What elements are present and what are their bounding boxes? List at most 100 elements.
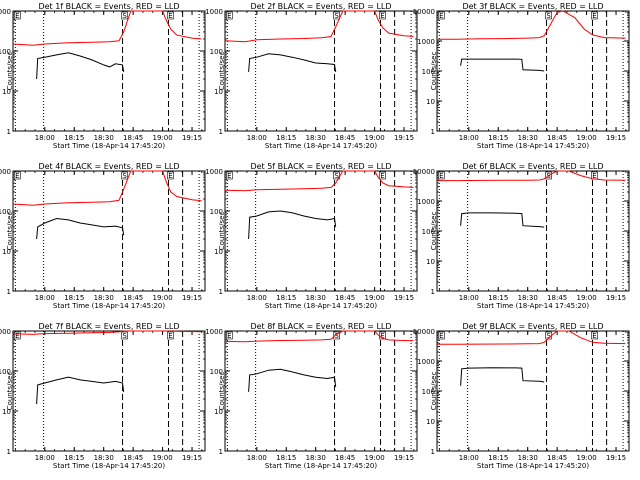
x-axis-label: Start Time (18-Apr-14 17:45:20) [265, 302, 377, 310]
x-tick-label: 18:30 [306, 294, 326, 302]
x-axis-label: Start Time (18-Apr-14 17:45:20) [265, 462, 377, 470]
time-marker-box [14, 331, 21, 340]
x-tick-label: 18:15 [488, 294, 508, 302]
time-marker-label: E [439, 172, 443, 180]
y-tick-label: 10 [426, 418, 435, 426]
chart-title: Det 8f BLACK = Events, RED = LLD [250, 322, 391, 331]
y-axis-label: Counts/sec [430, 52, 438, 91]
x-tick-label: 18:30 [306, 134, 326, 142]
y-tick-label: 100 [210, 368, 223, 376]
x-tick-label: 18:30 [306, 454, 326, 462]
plot-frame [224, 10, 418, 132]
time-marker-label: E [15, 12, 19, 20]
time-marker-box [438, 331, 445, 340]
y-tick-label: 100 [422, 388, 435, 396]
time-marker-box [591, 11, 598, 20]
x-tick-label: 19:00 [153, 134, 173, 142]
lld-series-line [437, 170, 626, 182]
chart-panel: Det 2f BLACK = Events, RED = LLD Counts/s… [205, 2, 418, 150]
lld-series-line [12, 330, 202, 335]
x-axis-label: Start Time (18-Apr-14 17:45:20) [53, 142, 165, 150]
plot-frame [12, 170, 206, 292]
time-marker-label: S [546, 332, 551, 340]
time-marker-label: S [122, 12, 127, 20]
time-marker-box [167, 11, 174, 20]
y-tick-label: 1000 [417, 358, 435, 366]
y-axis-label: Counts/sec [218, 52, 226, 91]
x-tick-label: 19:00 [365, 134, 385, 142]
time-marker-label: S [334, 12, 339, 20]
time-marker-box [379, 11, 386, 20]
y-tick-label: 100 [210, 208, 223, 216]
y-tick-label: 1000 [0, 8, 11, 16]
plot-frame [436, 330, 630, 452]
x-tick-label: 18:00 [35, 294, 55, 302]
x-tick-label: 18:15 [64, 294, 84, 302]
x-tick-label: 18:00 [247, 294, 267, 302]
chart-title: Det 7f BLACK = Events, RED = LLD [38, 322, 179, 331]
x-tick-label: 18:00 [35, 134, 55, 142]
y-tick-label: 1000 [205, 168, 223, 176]
time-marker-box [167, 171, 174, 180]
time-marker-label: E [592, 12, 596, 20]
x-tick-label: 19:00 [577, 294, 597, 302]
y-tick-label: 100 [210, 48, 223, 56]
events-series-line [36, 217, 125, 240]
y-tick-label: 1000 [205, 8, 223, 16]
x-tick-label: 18:15 [64, 454, 84, 462]
y-tick-label: 10 [2, 408, 11, 416]
y-tick-label: 1000 [0, 168, 11, 176]
chart-panel: Det 7f BLACK = Events, RED = LLD Counts/s… [0, 322, 206, 470]
chart-title: Det 1f BLACK = Events, RED = LLD [38, 2, 179, 11]
chart-panel: Det 1f BLACK = Events, RED = LLD Counts/s… [0, 2, 206, 150]
events-series-line [460, 367, 545, 386]
x-tick-label: 18:00 [459, 134, 479, 142]
x-tick-label: 18:30 [94, 454, 114, 462]
x-tick-label: 18:15 [276, 134, 296, 142]
time-marker-label: S [334, 172, 339, 180]
x-tick-label: 18:00 [459, 294, 479, 302]
chart-panel: Det 4f BLACK = Events, RED = LLD Counts/s… [0, 162, 206, 310]
time-marker-label: E [380, 12, 384, 20]
time-marker-box [167, 331, 174, 340]
x-tick-label: 18:45 [547, 294, 567, 302]
time-marker-label: E [15, 172, 19, 180]
plot-frame [224, 330, 418, 452]
y-tick-label: 10000 [413, 8, 435, 16]
chart-panel: Det 5f BLACK = Events, RED = LLD Counts/s… [205, 162, 418, 310]
y-axis-label: Counts/sec [218, 372, 226, 411]
x-axis-label: Start Time (18-Apr-14 17:45:20) [477, 462, 589, 470]
plot-frame [224, 170, 418, 292]
x-tick-label: 19:15 [182, 294, 202, 302]
x-tick-label: 19:15 [394, 294, 414, 302]
events-series-line [248, 210, 337, 240]
time-marker-box [226, 171, 233, 180]
x-axis-label: Start Time (18-Apr-14 17:45:20) [477, 302, 589, 310]
lld-series-line [224, 170, 414, 192]
x-tick-label: 18:00 [35, 454, 55, 462]
x-tick-label: 18:45 [335, 454, 355, 462]
x-axis-label: Start Time (18-Apr-14 17:45:20) [53, 302, 165, 310]
x-axis-label: Start Time (18-Apr-14 17:45:20) [265, 142, 377, 150]
x-tick-label: 19:15 [394, 454, 414, 462]
x-tick-label: 18:45 [123, 454, 143, 462]
y-tick-label: 10 [214, 248, 223, 256]
x-tick-label: 18:15 [276, 294, 296, 302]
y-axis-label: Counts/sec [6, 52, 14, 91]
events-series-line [36, 52, 125, 80]
plot-frame [436, 170, 630, 292]
chart-title: Det 9f BLACK = Events, RED = LLD [462, 322, 603, 331]
time-marker-box [333, 331, 340, 340]
plot-frame [436, 10, 630, 132]
y-axis-label: Counts/sec [430, 372, 438, 411]
time-marker-label: E [227, 332, 231, 340]
x-tick-label: 19:15 [606, 294, 626, 302]
chart-title: Det 5f BLACK = Events, RED = LLD [250, 162, 391, 171]
y-tick-label: 1 [431, 288, 435, 296]
time-marker-label: E [168, 172, 172, 180]
chart-panel: Det 3f BLACK = Events, RED = LLD Counts/s… [413, 2, 630, 150]
x-tick-label: 19:00 [153, 454, 173, 462]
chart-panel: Det 8f BLACK = Events, RED = LLD Counts/s… [205, 322, 418, 470]
y-tick-label: 10000 [413, 168, 435, 176]
time-marker-box [14, 171, 21, 180]
